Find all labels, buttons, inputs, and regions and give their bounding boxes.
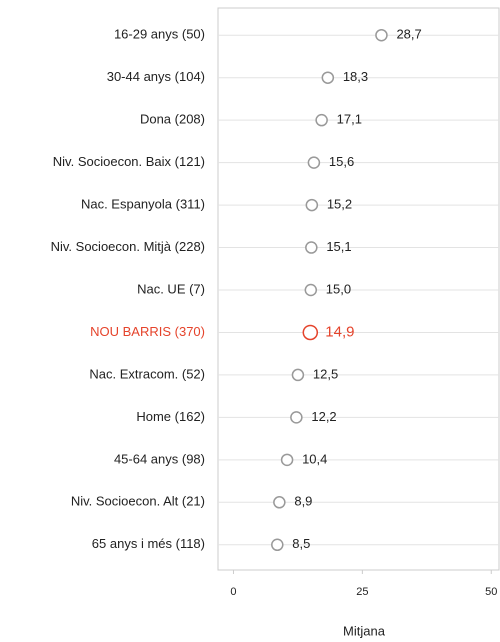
dot: [291, 368, 305, 382]
category-label: 65 anys i més (118): [92, 536, 205, 551]
category-label: Niv. Socioecon. Baix (121): [53, 154, 205, 169]
value-label: 17,1: [337, 112, 362, 127]
dot: [271, 538, 284, 552]
dot: [307, 156, 321, 169]
dot: [302, 324, 319, 341]
category-label: Nac. Extracom. (52): [89, 366, 205, 381]
category-label: Niv. Socioecon. Alt (21): [71, 494, 205, 509]
dot: [290, 411, 303, 424]
value-label: 18,3: [343, 69, 368, 84]
value-label: 15,2: [327, 197, 352, 212]
category-label: Niv. Socioecon. Mitjà (228): [51, 239, 205, 254]
value-label: 15,6: [329, 154, 354, 169]
dot: [305, 241, 318, 254]
dot: [273, 496, 286, 509]
value-label: 8,9: [294, 494, 312, 509]
category-label: 30-44 anys (104): [107, 69, 205, 84]
category-label: 45-64 anys (98): [114, 451, 205, 466]
dot: [280, 453, 294, 467]
dot: [305, 198, 319, 212]
value-label: 10,4: [302, 451, 327, 466]
category-label: Nac. UE (7): [137, 281, 205, 296]
dot: [375, 28, 388, 42]
value-label: 12,2: [311, 409, 336, 424]
category-label: Nac. Espanyola (311): [81, 197, 205, 212]
dot: [304, 283, 318, 297]
category-label: 16-29 anys (50): [114, 27, 205, 42]
x-tick-label: 0: [230, 586, 236, 598]
category-label: NOU BARRIS (370): [90, 324, 205, 339]
plot-frame: [217, 7, 500, 571]
category-label: Home (162): [136, 409, 205, 424]
x-tick-label: 25: [356, 586, 368, 598]
value-label: 28,7: [396, 27, 421, 42]
dot: [321, 71, 335, 84]
value-label: 15,1: [326, 239, 351, 254]
value-label: 8,5: [292, 536, 310, 551]
category-label: Dona (208): [140, 112, 205, 127]
x-axis-label: Mitjana: [343, 623, 386, 638]
value-label: 12,5: [313, 366, 338, 381]
dot: [315, 113, 328, 127]
x-tick-label: 50: [485, 586, 497, 598]
value-label: 14,9: [325, 323, 354, 340]
value-label: 15,0: [326, 281, 351, 296]
